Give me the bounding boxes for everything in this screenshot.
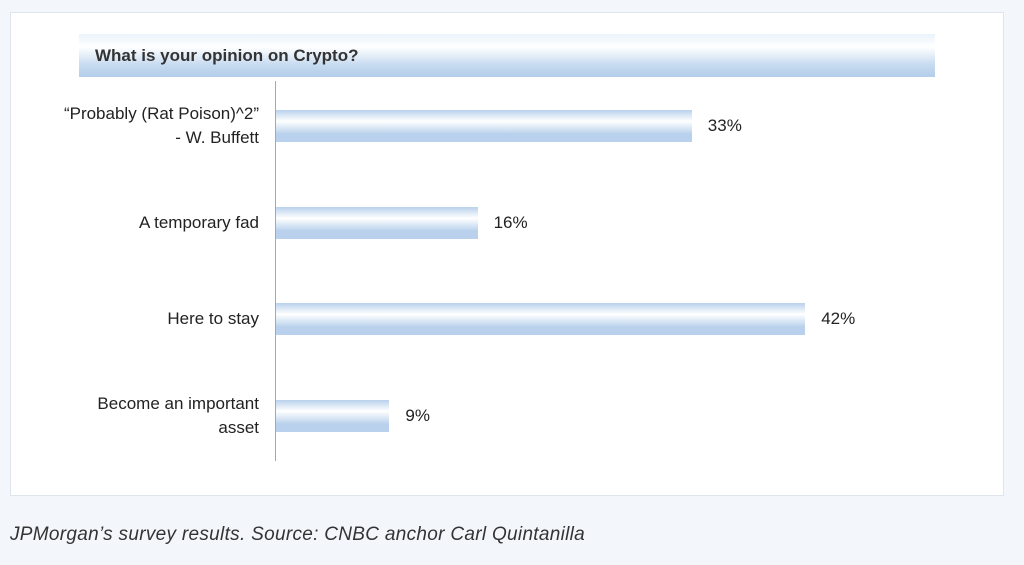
value-label: 33% [707,116,742,135]
category-label: Become an important asset [97,393,259,437]
value-label: 9% [405,405,430,425]
value-label: 42% [821,309,856,328]
caption: JPMorgan’s survey results. Source: CNBC … [10,524,586,545]
bar [276,110,692,142]
category-label: A temporary fad [138,212,259,232]
chart: What is your opinion on Crypto? “Probabl… [10,12,1004,496]
bar [276,399,390,432]
category-label: Here to stay [167,309,259,328]
bar [276,303,806,335]
bar [276,206,478,239]
category-label: “Probably (Rat Poison)^2” - W. Buffett [63,104,259,147]
value-label: 16% [493,212,528,232]
axis-line [275,81,276,461]
chart-title: What is your opinion on Crypto? [79,34,935,77]
